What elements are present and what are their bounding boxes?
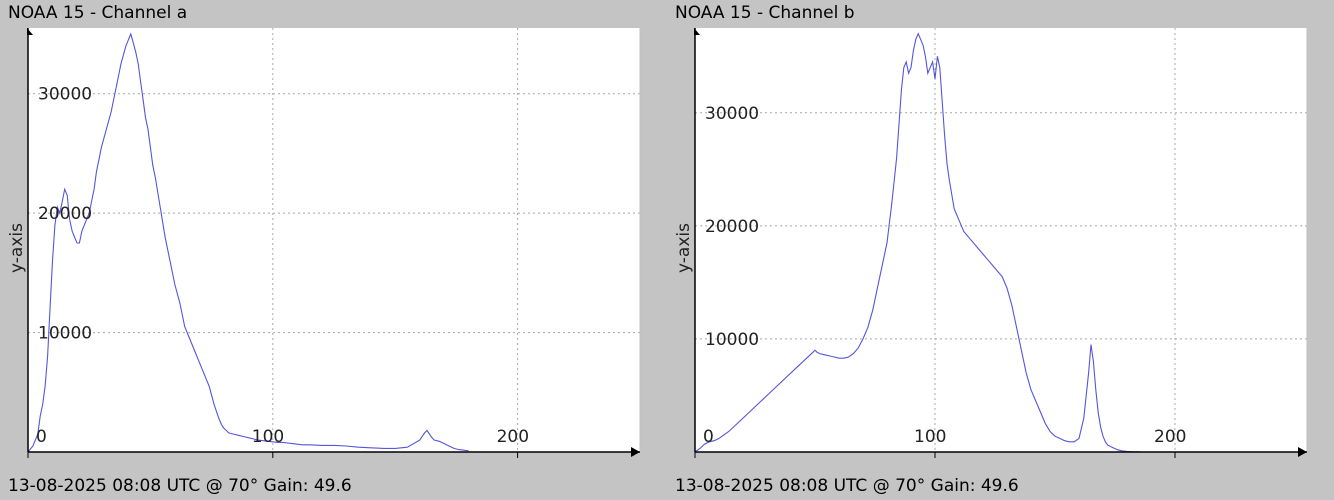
y-tick-label: 30000 <box>705 104 759 124</box>
chart-title: NOAA 15 - Channel b <box>675 3 855 23</box>
x-tick-label: 100 <box>252 427 284 447</box>
x-tick-label: 100 <box>914 427 946 447</box>
plot-area <box>28 28 640 452</box>
series-line <box>27 32 469 453</box>
x-tick-label: 0 <box>36 427 47 447</box>
y-axis-arrow <box>27 28 33 35</box>
x-tick-label: 200 <box>1154 427 1186 447</box>
chart-plot-a: 0 100 200 10000 20000 30000 y-axis <box>7 28 641 458</box>
chart-footer: 13-08-2025 08:08 UTC @ 70° Gain: 49.6 <box>8 476 352 496</box>
y-axis-arrow <box>694 28 700 35</box>
chart-footer: 13-08-2025 08:08 UTC @ 70° Gain: 49.6 <box>675 476 1019 496</box>
y-tick-label: 20000 <box>705 217 759 237</box>
y-axis-title: y-axis <box>7 223 27 273</box>
y-axis-title: y-axis <box>674 223 694 273</box>
y-tick-label: 20000 <box>38 204 92 224</box>
y-tick-label: 10000 <box>705 330 759 350</box>
x-axis-arrow <box>1298 447 1307 457</box>
y-tick-label: 10000 <box>38 324 92 344</box>
series-line <box>694 32 1142 453</box>
chart-panel-b: NOAA 15 - Channel b 0 100 200 10000 20000 300… <box>667 0 1334 500</box>
plot-area <box>695 28 1307 452</box>
chart-plot-b: 0 100 200 10000 20000 30000 y-axis <box>674 28 1308 458</box>
x-axis-arrow <box>631 447 640 457</box>
x-tick-label: 200 <box>497 427 529 447</box>
x-tick-label: 0 <box>703 427 714 447</box>
chart-title: NOAA 15 - Channel a <box>8 3 188 23</box>
chart-panel-a: NOAA 15 - Channel a 0 100 200 10000 20000 300… <box>7 3 641 496</box>
y-tick-label: 30000 <box>38 85 92 105</box>
